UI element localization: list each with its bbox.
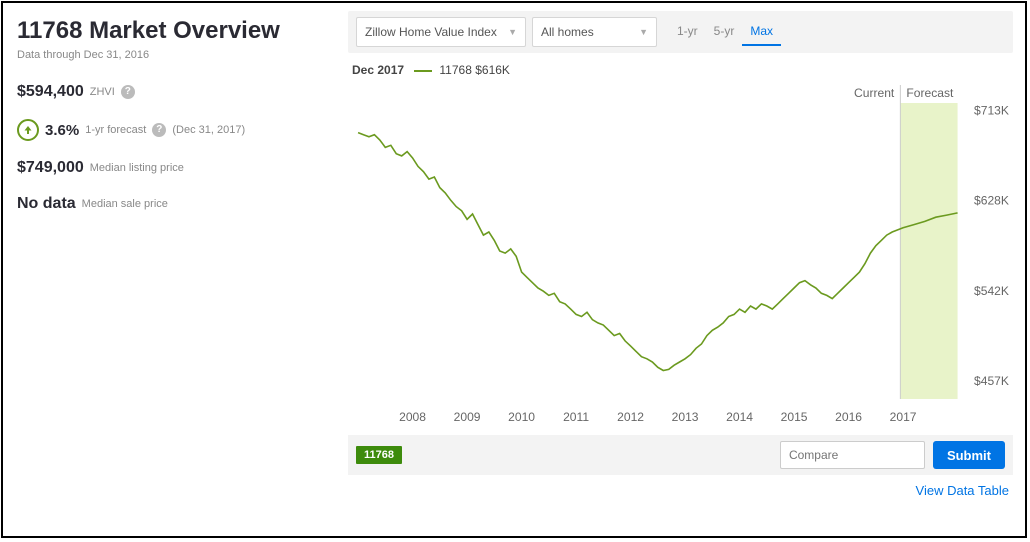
zhvi-value: $594,400	[17, 83, 84, 101]
svg-text:2013: 2013	[672, 410, 699, 424]
svg-text:2011: 2011	[563, 410, 589, 424]
range-btn-max[interactable]: Max	[742, 18, 781, 46]
chart-area: Current Forecast $457K $542K $628K $713K 2008 2…	[348, 81, 1013, 431]
chevron-down-icon: ▼	[508, 27, 517, 37]
compare-input[interactable]	[780, 441, 925, 469]
listing-value: $749,000	[17, 159, 84, 177]
sale-stat: No data Median sale price	[17, 195, 330, 213]
listing-label: Median listing price	[90, 162, 184, 174]
svg-text:2008: 2008	[399, 410, 426, 424]
zhvi-stat: $594,400 ZHVI ?	[17, 83, 330, 101]
help-icon[interactable]: ?	[152, 123, 166, 137]
svg-text:$457K: $457K	[974, 374, 1009, 388]
help-icon[interactable]: ?	[121, 85, 135, 99]
forecast-date: (Dec 31, 2017)	[172, 124, 245, 136]
homes-select[interactable]: All homes ▼	[532, 17, 657, 47]
view-data-table-link[interactable]: View Data Table	[348, 475, 1013, 498]
summary-panel: 11768 Market Overview Data through Dec 3…	[3, 3, 348, 536]
svg-text:$542K: $542K	[974, 284, 1009, 298]
svg-text:2014: 2014	[726, 410, 753, 424]
svg-text:Forecast: Forecast	[906, 86, 954, 100]
legend-swatch-icon	[414, 70, 432, 72]
forecast-label: 1-yr forecast	[85, 124, 146, 136]
compare-tag[interactable]: 11768	[356, 446, 402, 464]
time-range-tabs: 1-yr5-yrMax	[669, 18, 781, 46]
range-btn-5-yr[interactable]: 5-yr	[706, 18, 743, 46]
chart-legend: Dec 2017 11768 $616K	[348, 61, 1013, 81]
legend-date: Dec 2017	[352, 63, 404, 77]
forecast-stat: 3.6% 1-yr forecast ? (Dec 31, 2017)	[17, 119, 330, 141]
sale-value: No data	[17, 195, 76, 213]
sale-label: Median sale price	[82, 198, 168, 210]
line-chart: Current Forecast $457K $542K $628K $713K 2008 2…	[348, 81, 1013, 431]
forecast-percent: 3.6%	[45, 122, 79, 139]
legend-series-name: 11768	[439, 63, 471, 77]
data-through-label: Data through Dec 31, 2016	[17, 49, 330, 61]
submit-button[interactable]: Submit	[933, 441, 1005, 469]
range-btn-1-yr[interactable]: 1-yr	[669, 18, 706, 46]
svg-text:Current: Current	[854, 86, 895, 100]
page-title: 11768 Market Overview	[17, 17, 330, 45]
chevron-down-icon: ▼	[639, 27, 648, 37]
index-select-value: Zillow Home Value Index	[365, 25, 497, 39]
listing-stat: $749,000 Median listing price	[17, 159, 330, 177]
homes-select-value: All homes	[541, 25, 594, 39]
svg-text:2015: 2015	[781, 410, 808, 424]
index-select[interactable]: Zillow Home Value Index ▼	[356, 17, 526, 47]
chart-controls: Zillow Home Value Index ▼ All homes ▼ 1-…	[348, 11, 1013, 53]
svg-text:2016: 2016	[835, 410, 862, 424]
svg-text:2010: 2010	[508, 410, 535, 424]
svg-text:2012: 2012	[617, 410, 644, 424]
up-arrow-icon	[17, 119, 39, 141]
svg-text:$713K: $713K	[974, 103, 1009, 117]
compare-bar: 11768 Submit	[348, 435, 1013, 475]
legend-series-value: $616K	[475, 63, 510, 77]
svg-text:$628K: $628K	[974, 193, 1009, 207]
svg-text:2009: 2009	[454, 410, 481, 424]
svg-text:2017: 2017	[890, 410, 917, 424]
zhvi-label: ZHVI	[90, 86, 115, 98]
